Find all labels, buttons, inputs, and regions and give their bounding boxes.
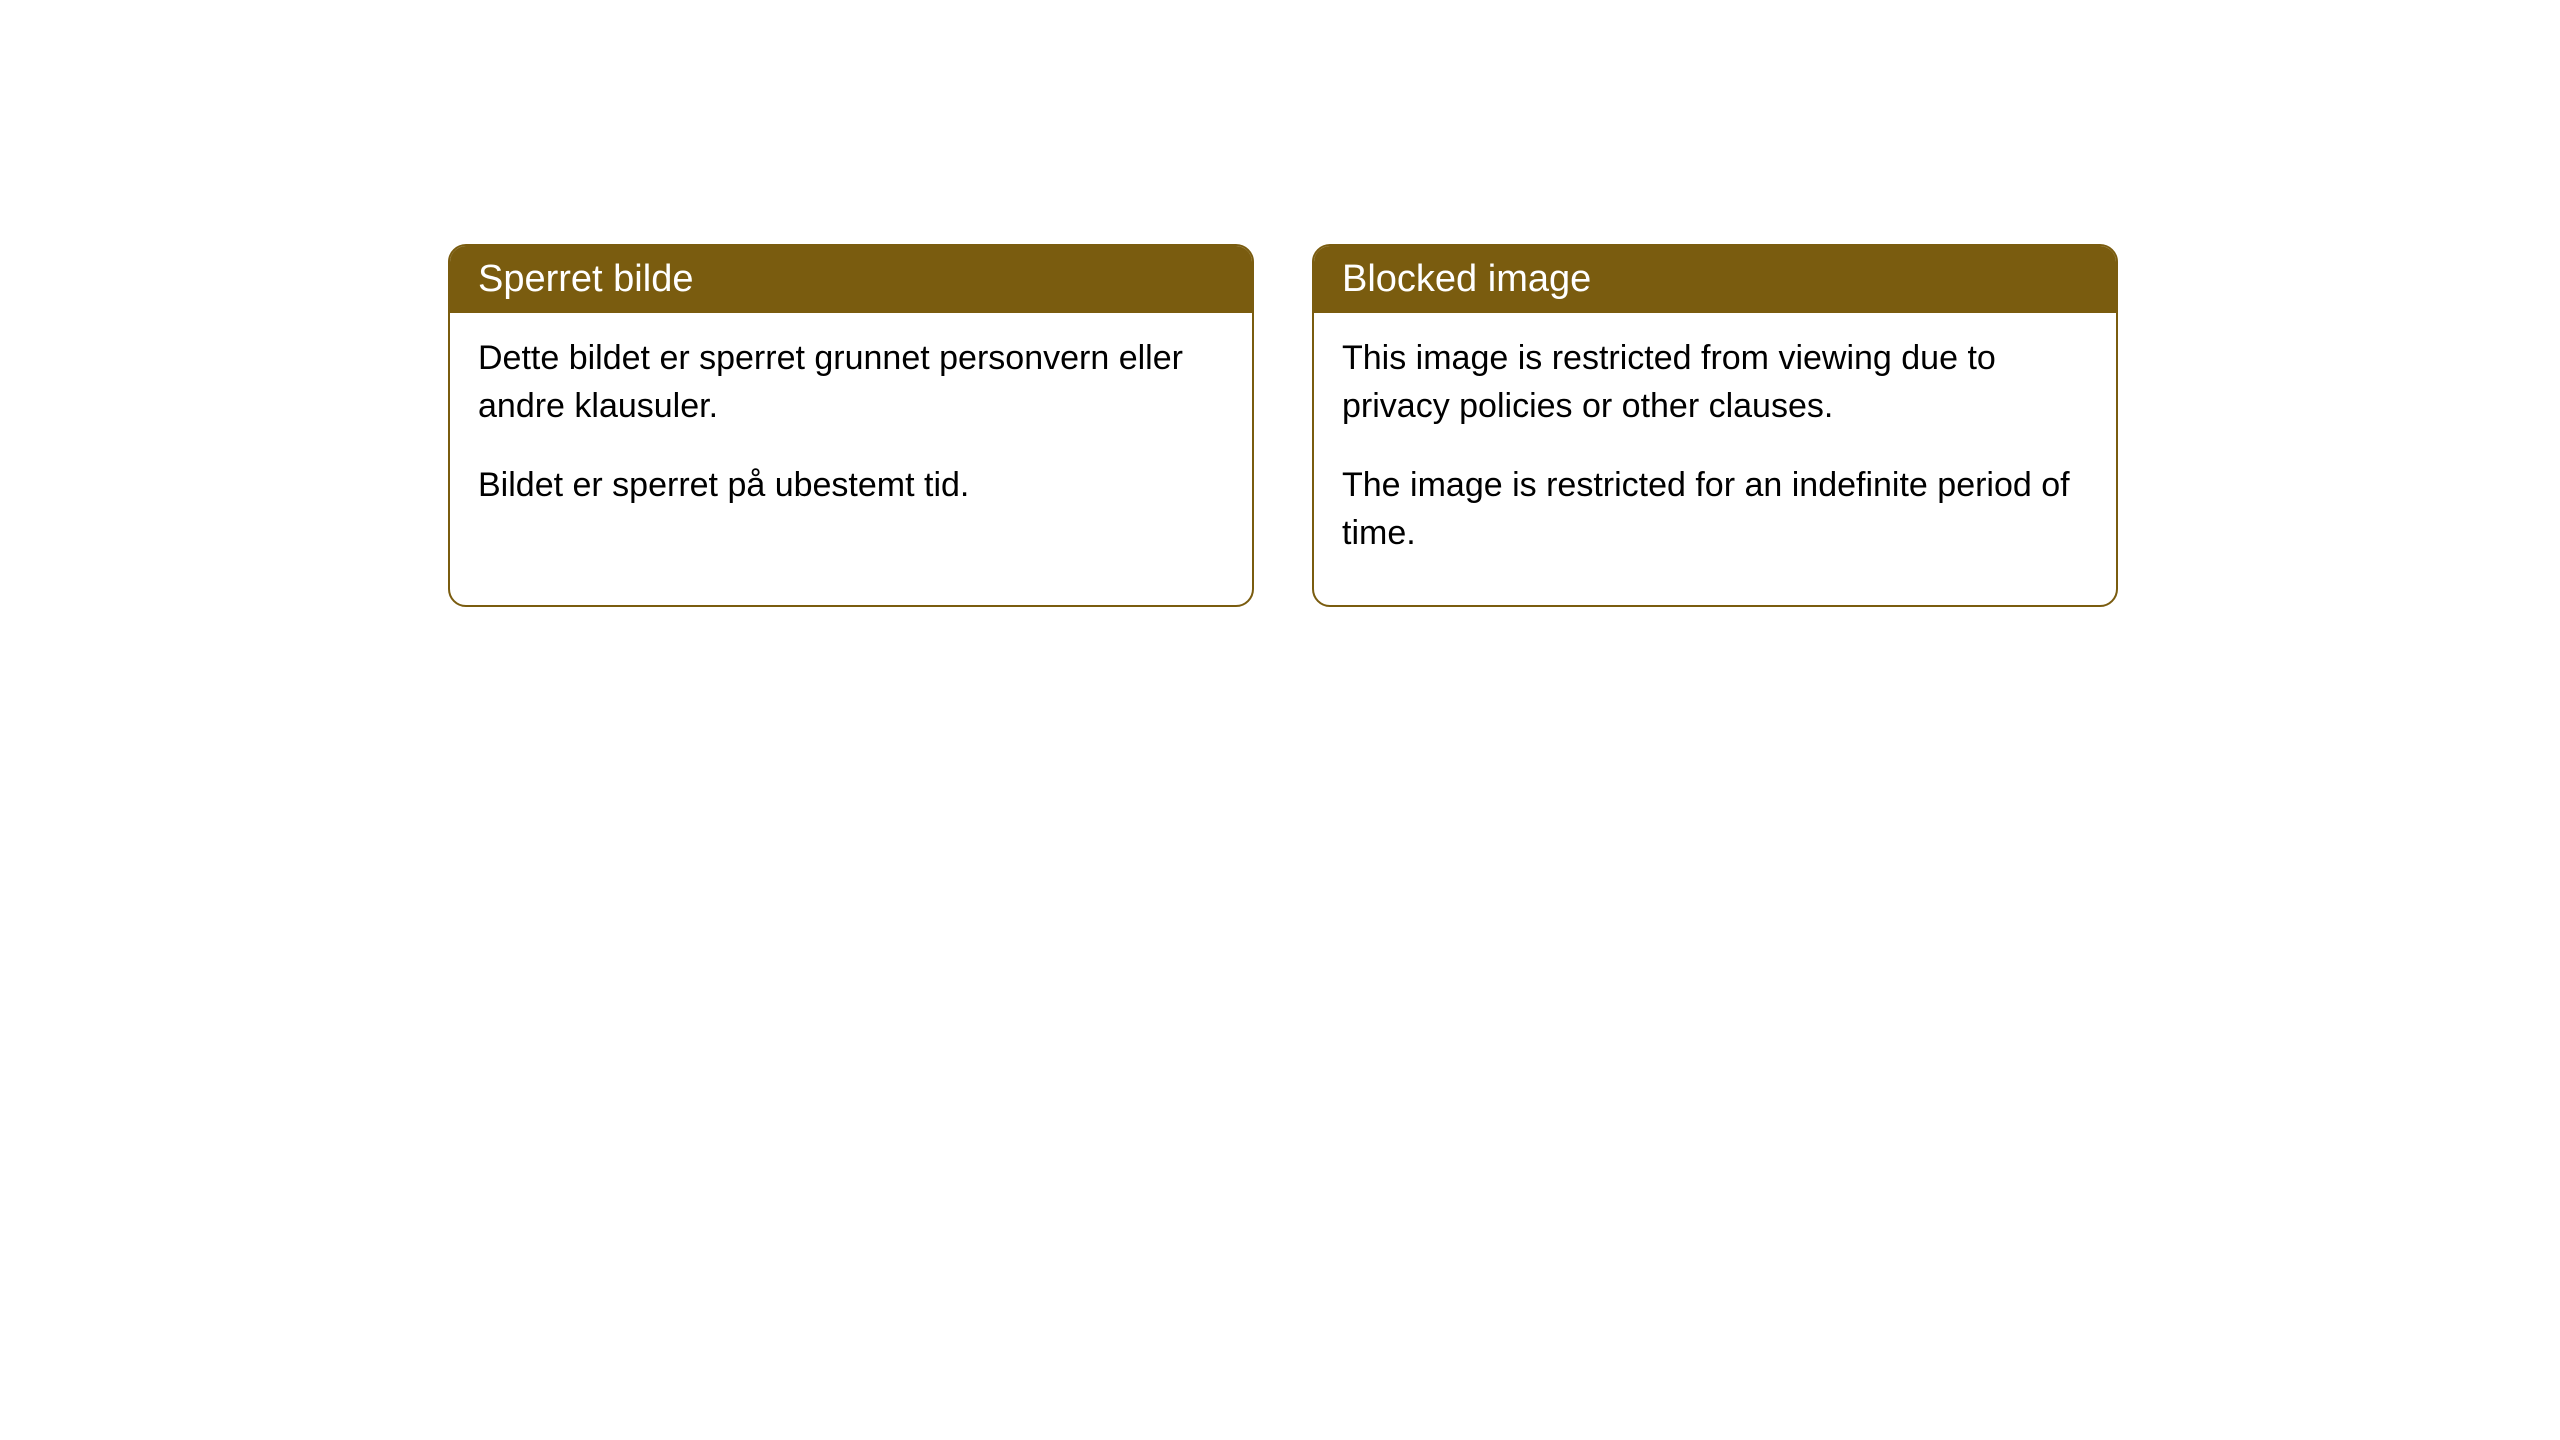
card-body: This image is restricted from viewing du…	[1314, 313, 2116, 605]
card-paragraph: Dette bildet er sperret grunnet personve…	[478, 335, 1224, 430]
card-paragraph: Bildet er sperret på ubestemt tid.	[478, 462, 1224, 510]
card-header: Sperret bilde	[450, 246, 1252, 313]
card-body: Dette bildet er sperret grunnet personve…	[450, 313, 1252, 558]
notice-card-norwegian: Sperret bilde Dette bildet er sperret gr…	[448, 244, 1254, 607]
card-paragraph: The image is restricted for an indefinit…	[1342, 462, 2088, 557]
card-header: Blocked image	[1314, 246, 2116, 313]
cards-container: Sperret bilde Dette bildet er sperret gr…	[448, 244, 2118, 607]
notice-card-english: Blocked image This image is restricted f…	[1312, 244, 2118, 607]
card-paragraph: This image is restricted from viewing du…	[1342, 335, 2088, 430]
